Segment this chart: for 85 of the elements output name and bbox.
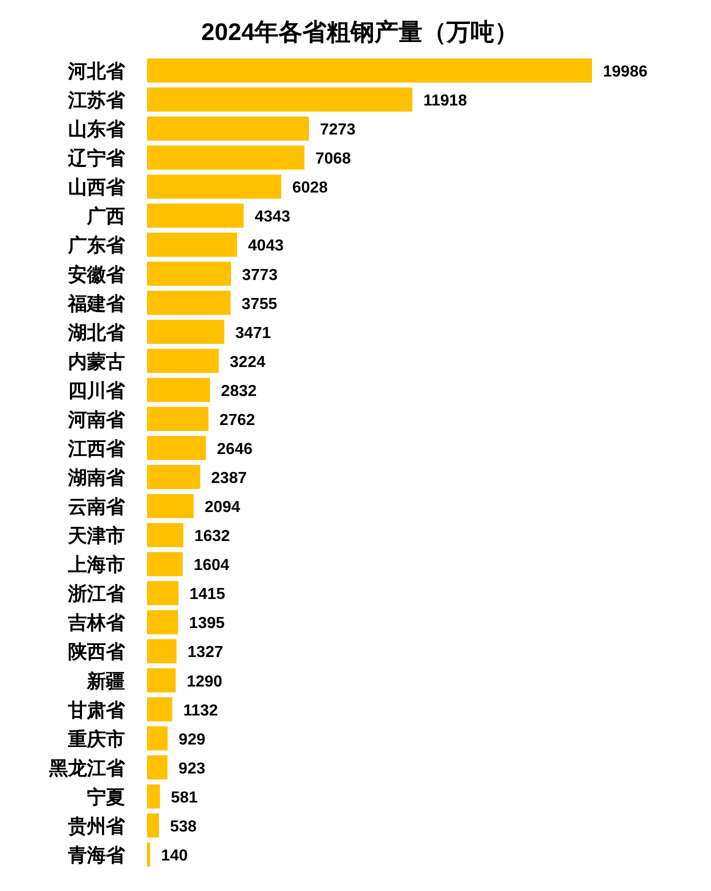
y-tick-label: 广西 [86,206,125,228]
data-label: 4343 [254,208,290,226]
y-tick-label: 宁夏 [87,786,125,808]
bar [147,813,159,838]
y-tick-label: 湖北省 [67,322,126,344]
y-tick-label: 湖南省 [67,467,126,490]
bar [147,232,238,257]
data-label: 3755 [242,296,278,313]
y-tick-label: 天津市 [67,525,125,548]
data-label: 1132 [183,702,218,720]
bar [147,348,219,373]
y-tick-label: 福建省 [67,292,126,315]
data-label: 1632 [194,528,230,546]
data-label: 1395 [189,615,225,632]
data-label: 2387 [211,470,247,488]
y-tick-label: 江苏省 [67,90,126,112]
data-label: 7273 [320,122,356,139]
chart-title: 2024年各省粗钢产量（万吨） [201,19,519,46]
y-tick-label: 甘肃省 [67,699,126,722]
bar [147,552,183,576]
bar [147,639,177,664]
data-label: 4043 [248,238,284,255]
data-label: 19986 [603,64,648,81]
y-tick-label: 青海省 [67,844,126,866]
y-tick-label: 山西省 [68,176,126,199]
data-label: 2832 [221,382,257,400]
data-label: 2762 [220,412,256,429]
data-label: 6028 [292,180,328,197]
bar [147,58,592,83]
y-tick-label: 新疆 [86,670,125,692]
bar [147,726,168,750]
bar [147,842,150,867]
y-tick-label: 广东省 [67,234,126,257]
data-label: 929 [178,731,206,748]
bar [147,755,168,780]
bar [147,668,176,692]
bar [147,378,210,402]
data-label: 1415 [190,586,226,604]
y-tick-label: 江西省 [67,438,126,460]
data-label: 3773 [242,266,278,284]
data-label: 923 [178,760,206,778]
bar [147,464,200,490]
y-tick-label: 重庆市 [67,728,125,750]
y-tick-label: 黑龙江省 [48,757,126,780]
y-tick-label: 贵州省 [67,815,126,838]
bar [147,146,304,170]
bar [147,116,309,141]
bar [147,610,178,634]
bar [147,697,172,722]
y-tick-label: 四川省 [68,380,126,402]
y-tick-label: 云南省 [68,496,126,518]
data-label: 1327 [188,644,224,662]
data-label: 11918 [423,92,468,110]
bar [147,204,244,228]
y-tick-label: 上海市 [67,554,125,576]
data-label: 538 [170,818,197,836]
bar [147,784,160,808]
y-tick-label: 辽宁省 [67,148,126,170]
data-label: 140 [161,847,188,864]
y-tick-label: 陕西省 [68,641,126,664]
bar [147,88,412,112]
y-tick-label: 河南省 [67,408,126,431]
y-tick-label: 安徽省 [68,264,126,286]
bar [147,436,206,460]
y-tick-label: 河北省 [67,60,126,83]
bar [147,320,224,344]
data-label: 2646 [216,440,253,458]
y-tick-label: 吉林省 [67,612,126,634]
bar [147,406,208,431]
bar [147,581,179,606]
bar [147,262,232,286]
data-label: 1290 [186,673,222,690]
bar [147,174,282,199]
data-label: 3224 [230,354,266,371]
bar [147,494,194,518]
y-tick-label: 山东省 [68,118,126,141]
data-label: 1604 [194,557,230,574]
y-tick-label: 浙江省 [67,583,126,606]
bar [147,523,184,548]
y-tick-label: 内蒙古 [68,350,125,373]
data-label: 3471 [235,324,271,342]
bar [147,290,231,315]
data-label: 7068 [315,150,352,168]
data-label: 581 [170,789,198,806]
data-label: 2094 [204,499,240,516]
